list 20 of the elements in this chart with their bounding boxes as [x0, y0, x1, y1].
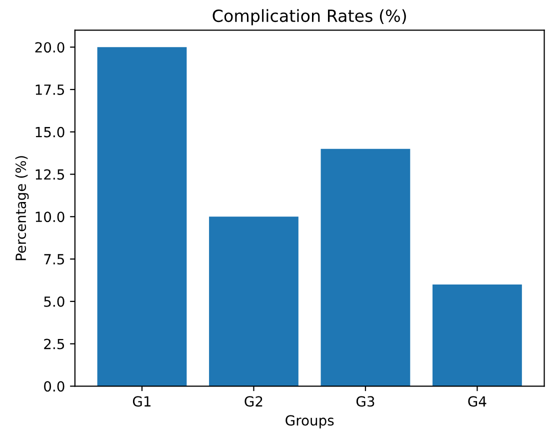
- bar: [320, 148, 410, 386]
- y-tick-label: 0.0: [44, 381, 64, 392]
- x-axis-title: Groups: [286, 415, 334, 428]
- bar: [209, 216, 298, 386]
- x-tick-label: G3: [356, 396, 374, 407]
- y-tick-label: 15.0: [36, 126, 64, 138]
- y-tick-label: 2.5: [44, 338, 64, 350]
- y-tick-label: 17.5: [36, 84, 64, 95]
- x-tick-label: G4: [468, 396, 486, 407]
- x-tick-label: G1: [132, 396, 151, 407]
- x-tick-label: G2: [244, 396, 262, 407]
- chart-title: Complication Rates (%): [212, 9, 406, 26]
- y-tick-label: 7.5: [44, 254, 64, 265]
- bar: [432, 284, 522, 386]
- y-tick-label: 10.0: [36, 212, 64, 222]
- y-tick-label: 5.0: [44, 296, 64, 307]
- y-axis-title: Percentage (%): [15, 156, 29, 260]
- y-tick-label: 12.5: [36, 169, 64, 180]
- y-tick-label: 20.0: [35, 42, 64, 53]
- bar: [97, 47, 187, 386]
